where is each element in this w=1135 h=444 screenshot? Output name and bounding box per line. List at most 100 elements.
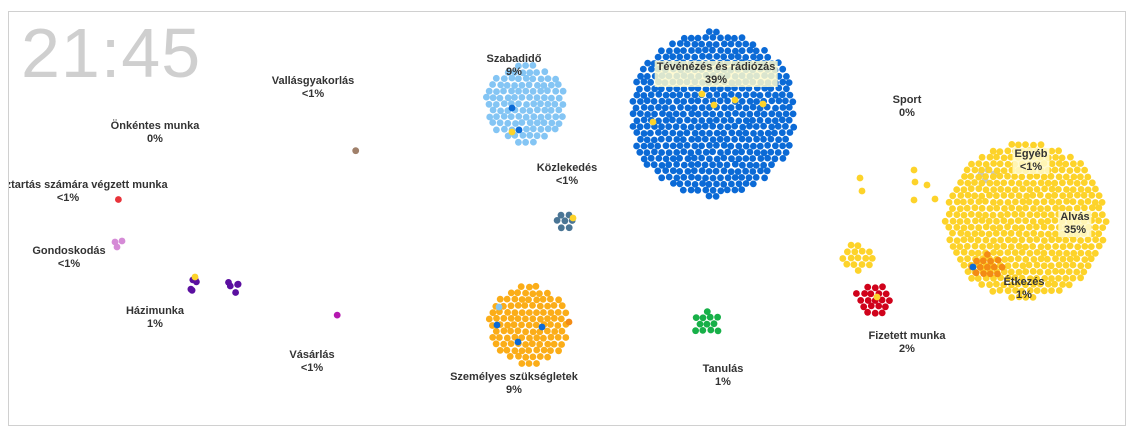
dot-tevenezes-es-radiozas — [691, 181, 699, 188]
dot-tevenezes-es-radiozas — [665, 111, 673, 118]
dot-tevenezes-es-radiozas — [643, 136, 651, 144]
dot-fizetett-munka — [882, 303, 889, 311]
dot-alvas — [1069, 274, 1077, 282]
dot-szemelyes-szuksegletek — [540, 309, 547, 316]
dot-alvas — [1077, 249, 1085, 257]
dot-alvas — [191, 273, 199, 281]
dot-tevenezes-es-radiozas — [713, 141, 720, 149]
dot-tevenezes-es-radiozas — [786, 91, 794, 99]
dot-alvas — [1044, 205, 1051, 212]
dot-alvas — [1037, 218, 1045, 226]
dot-alvas — [1063, 249, 1070, 257]
dot-tevenezes-es-radiozas — [764, 117, 772, 125]
dot-etkezes — [984, 263, 991, 271]
dot-tevenezes-es-radiozas — [640, 92, 648, 99]
dot-alvas — [978, 153, 986, 161]
dot-szabadido — [493, 113, 500, 120]
dot-tevenezes-es-radiozas — [636, 148, 644, 156]
dot-alvas — [964, 255, 971, 263]
dot-tevenezes-es-radiozas — [724, 47, 732, 55]
dot-tevenezes-es-radiozas — [651, 148, 658, 156]
dot-alvas — [993, 153, 1000, 161]
dot-tevenezes-es-radiozas — [778, 91, 786, 99]
activity-percent: 0% — [899, 107, 915, 119]
dot-tevenezes-es-radiozas — [633, 117, 641, 125]
label-fizetett-munka: Fizetett munka 2% — [868, 330, 945, 356]
dot-tevenezes-es-radiozas — [742, 129, 750, 137]
activity-name: Egyéb — [1012, 148, 1050, 161]
dot-alvas — [1029, 218, 1037, 225]
dot-szabadido — [548, 94, 555, 102]
dot-tevenezes-es-radiozas — [760, 122, 767, 130]
dot-tevenezes-es-radiozas — [749, 168, 757, 175]
dot-alvas — [569, 214, 577, 222]
dot-alvas — [963, 217, 971, 225]
dot-tevenezes-es-radiozas — [643, 149, 651, 157]
dot-tevenezes-es-radiozas — [654, 142, 662, 150]
dot-alvas — [956, 218, 964, 225]
activity-percent: 39% — [654, 74, 778, 87]
activity-name: Fizetett munka — [868, 330, 946, 342]
dot-alvas — [1022, 268, 1030, 275]
dot-alvas — [949, 192, 957, 200]
dot-tevenezes-es-radiozas — [644, 59, 652, 67]
dot-fizetett-munka — [853, 290, 860, 297]
dot-tevenezes-es-radiozas — [657, 85, 665, 93]
dot-tevenezes-es-radiozas — [750, 53, 757, 61]
dot-alvas — [1023, 192, 1030, 200]
dot-alvas — [975, 173, 983, 181]
dot-alvas — [847, 241, 855, 249]
dot-tevenezes-es-radiozas — [742, 91, 750, 99]
dot-alvas — [975, 160, 983, 168]
dot-tanulas — [714, 313, 721, 321]
dot-alvas — [858, 247, 866, 255]
dot-alvas — [968, 160, 975, 168]
dot-alvas — [960, 224, 968, 232]
dot-tevenezes-es-radiozas — [672, 110, 680, 118]
dot-alvas — [1084, 173, 1092, 181]
dot-szabadido — [552, 113, 560, 121]
dot-alvas — [982, 198, 989, 205]
activity-percent: 1% — [147, 318, 163, 330]
dot-tevenezes-es-radiozas — [629, 123, 637, 130]
dot-tevenezes-es-radiozas — [705, 180, 713, 188]
dot-tevenezes-es-radiozas — [691, 142, 699, 150]
dot-alvas — [1037, 255, 1045, 263]
dot-alvas — [997, 211, 1005, 219]
activity-name: Vásárlás — [289, 349, 335, 361]
dot-tevenezes-es-radiozas — [779, 155, 787, 162]
dot-tevenezes-es-radiozas — [789, 110, 797, 118]
dot-kozlekedes — [565, 224, 573, 232]
dot-gondoskodas — [118, 237, 126, 245]
dot-alvas — [982, 161, 990, 168]
dot-alvas — [1012, 198, 1019, 206]
dot-alvas — [1036, 191, 1044, 199]
dot-tevenezes-es-radiozas — [669, 40, 676, 48]
dot-alvas — [971, 230, 979, 238]
dot-szemelyes-szuksegletek — [525, 360, 533, 367]
clock-time: 21:45 — [21, 14, 202, 92]
dot-alvas — [1051, 166, 1059, 174]
dot-szabadido — [500, 75, 508, 82]
dot-alvas — [868, 255, 876, 262]
dot-alvas — [1033, 198, 1040, 206]
dot-tevenezes-es-radiozas — [779, 104, 787, 111]
dot-alvas — [986, 242, 994, 250]
dot-tevenezes-es-radiozas — [705, 28, 713, 35]
dot-tanulas — [714, 327, 722, 335]
dot-alvas — [844, 248, 851, 256]
dot-alvas — [957, 256, 964, 263]
dot-szemelyes-szuksegletek — [485, 315, 493, 323]
dot-alvas — [1077, 160, 1084, 167]
activity-percent: 35% — [1058, 224, 1092, 237]
dot-alvas — [1052, 255, 1059, 262]
dot-alvas — [1063, 198, 1070, 205]
dot-alvas — [1062, 160, 1070, 168]
dot-tevenezes-es-radiozas — [746, 122, 753, 130]
dot-alvas — [1084, 262, 1092, 270]
dot-tevenezes-es-radiozas — [779, 142, 786, 150]
dot-tevenezes-es-radiozas — [694, 160, 702, 168]
dot-szemelyes-szuksegletek — [554, 334, 562, 341]
dot-szabadido — [497, 107, 504, 115]
dot-alvas — [1052, 154, 1059, 161]
